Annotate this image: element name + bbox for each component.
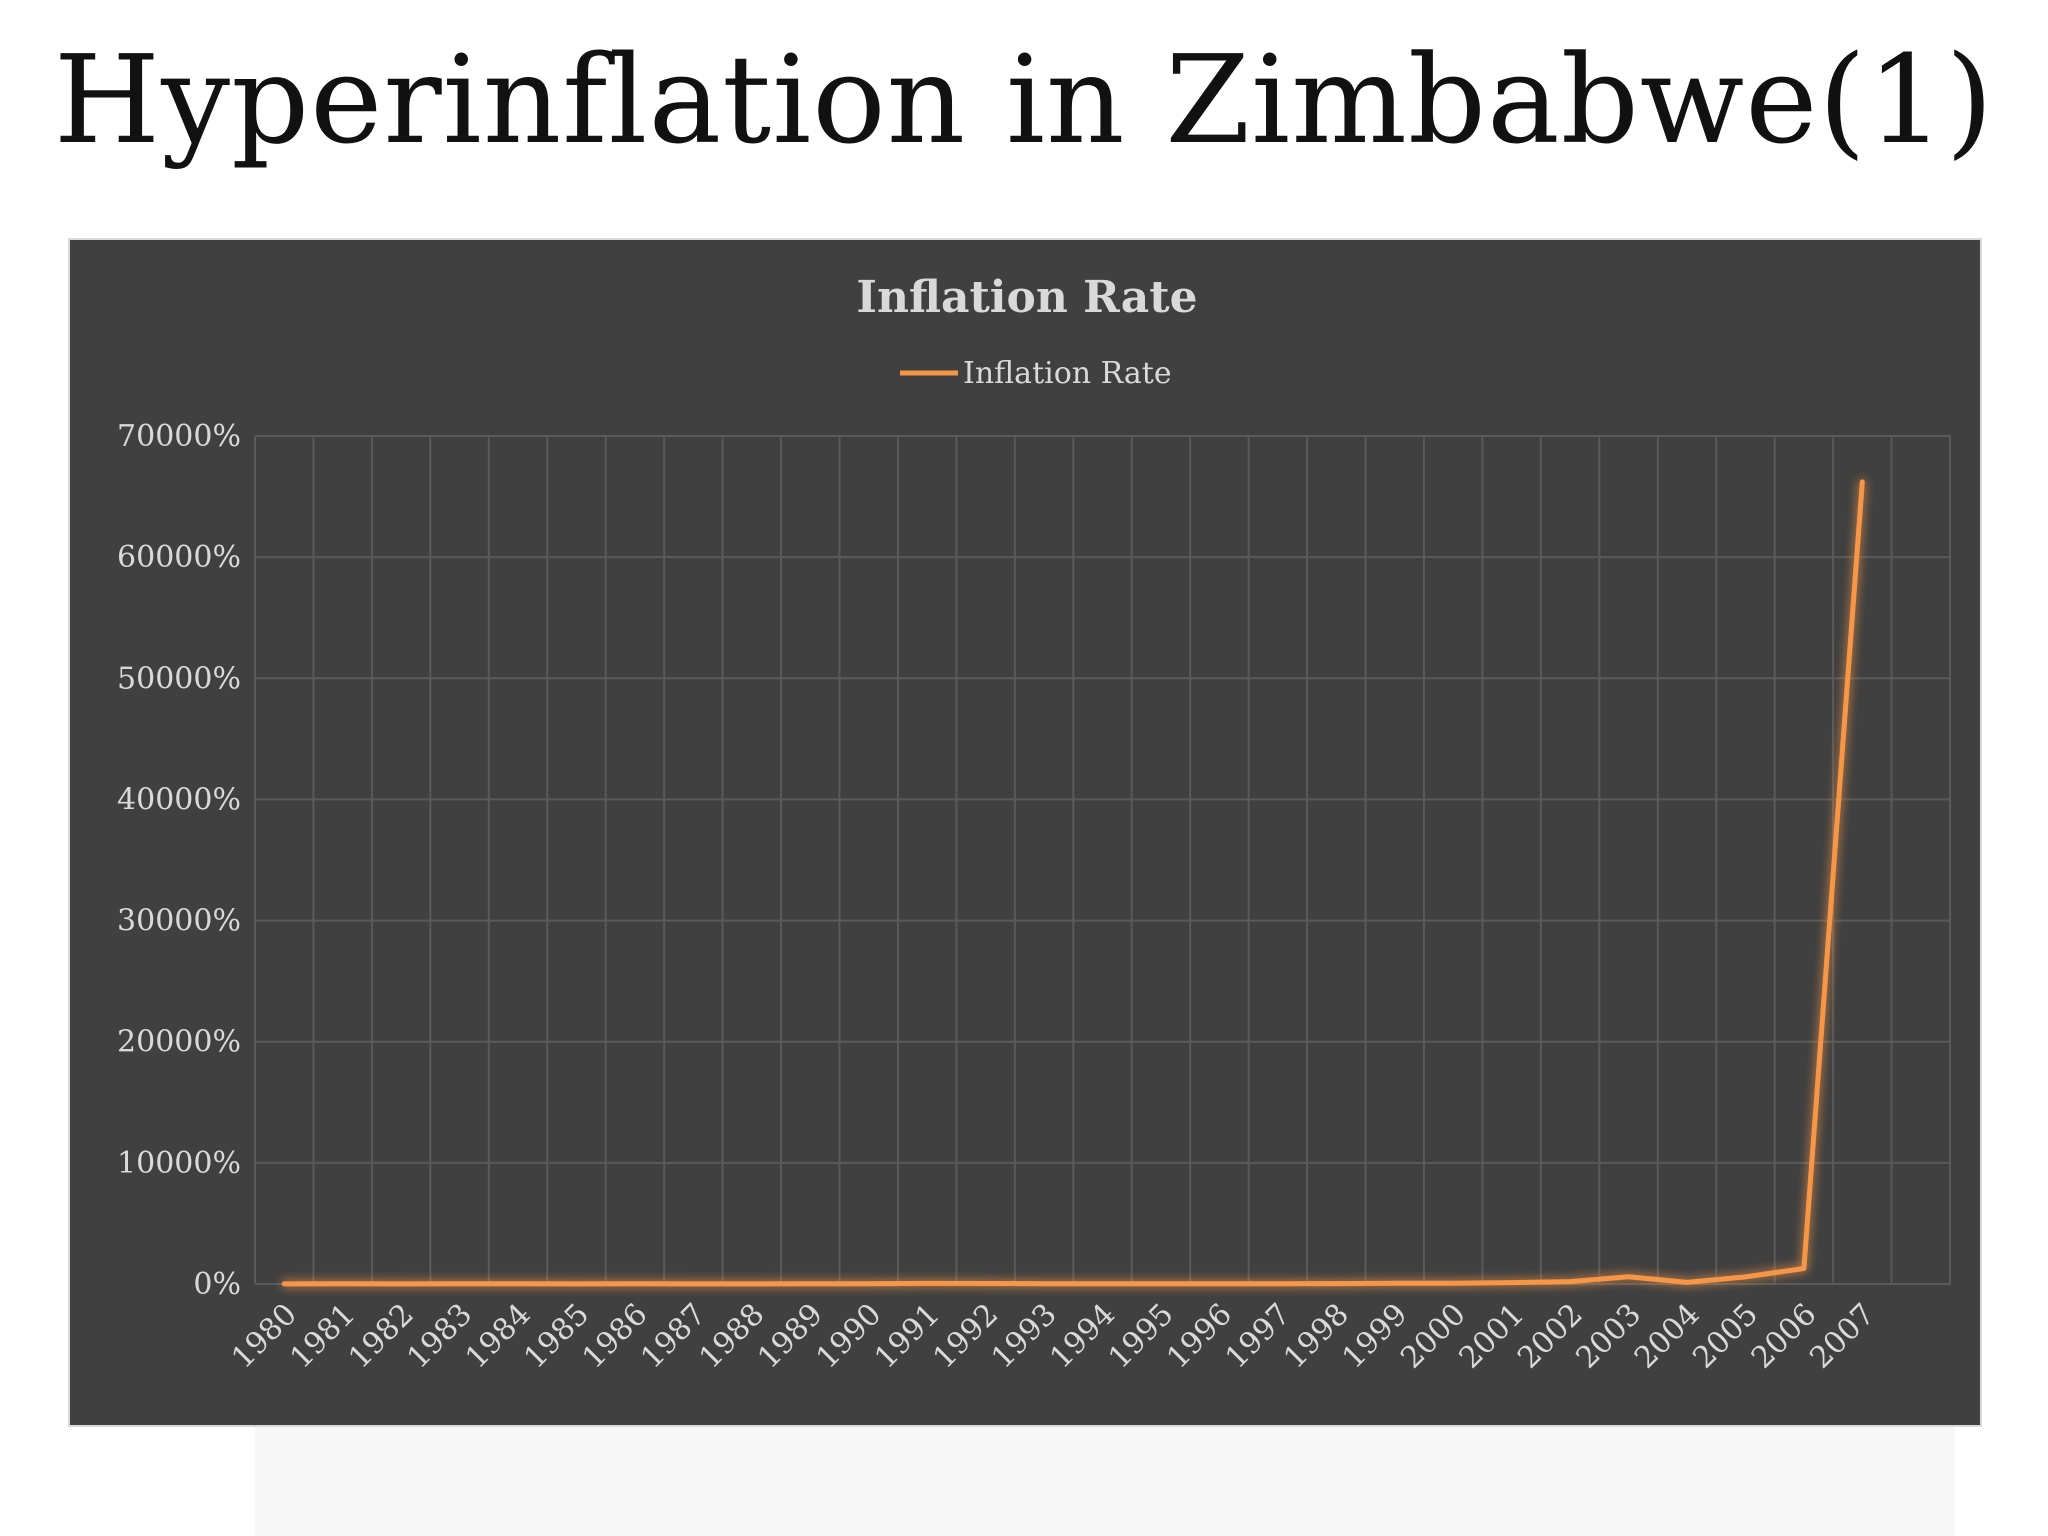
x-tick-label: 2001 (1453, 1297, 1532, 1376)
chart-panel: Inflation Rate Inflation Rate 0% 10000% 20… (68, 238, 1982, 1427)
inflation-line-chart: Inflation Rate Inflation Rate 0% 10000% 20… (117, 272, 1951, 1376)
x-tick-label: 1997 (1219, 1297, 1298, 1376)
x-tick-label: 1980 (225, 1297, 304, 1376)
y-tick-label: 40000% (117, 782, 241, 817)
x-tick-label: 1981 (284, 1297, 363, 1376)
x-tick-label: 1998 (1277, 1297, 1356, 1376)
y-tick-label: 50000% (117, 661, 241, 696)
slide-footer-band (255, 1427, 1955, 1536)
y-tick-label: 10000% (117, 1146, 241, 1181)
x-tick-label: 1999 (1336, 1297, 1415, 1376)
slide-title: Hyperinflation in Zimbabwe(1) (53, 29, 1995, 171)
y-axis-tick-labels: 0% 10000% 20000% 30000% 40000% 50000% 60000% 70… (117, 419, 241, 1302)
x-tick-label: 1983 (400, 1297, 479, 1376)
y-tick-label: 0% (193, 1267, 241, 1302)
chart-legend: Inflation Rate (900, 356, 1172, 391)
x-tick-label: 2002 (1511, 1297, 1590, 1376)
series-line (281, 479, 1865, 1287)
x-tick-label: 2000 (1394, 1297, 1473, 1376)
x-tick-label: 2007 (1803, 1297, 1882, 1376)
series-layer (281, 479, 1865, 1287)
x-tick-label: 1995 (1102, 1297, 1181, 1376)
x-tick-label: 1990 (810, 1297, 889, 1376)
x-tick-label: 1982 (342, 1297, 421, 1376)
x-tick-label: 1993 (985, 1297, 1064, 1376)
x-tick-label: 2005 (1686, 1297, 1765, 1376)
x-tick-label: 2006 (1745, 1297, 1824, 1376)
x-tick-label: 1989 (751, 1297, 830, 1376)
x-tick-label: 1994 (1043, 1297, 1122, 1376)
y-tick-label: 20000% (117, 1025, 241, 1060)
y-tick-label: 30000% (117, 904, 241, 939)
grid (254, 435, 1951, 1285)
x-tick-label: 1992 (927, 1297, 1006, 1376)
x-tick-label: 1984 (459, 1297, 538, 1376)
x-tick-label: 1988 (693, 1297, 772, 1376)
chart-title: Inflation Rate (856, 272, 1197, 323)
x-tick-label: 2004 (1628, 1297, 1707, 1376)
x-tick-label: 1985 (517, 1297, 596, 1376)
x-tick-label: 1996 (1160, 1297, 1239, 1376)
y-tick-label: 70000% (117, 419, 241, 454)
x-tick-label: 1991 (868, 1297, 947, 1376)
y-tick-label: 60000% (117, 540, 241, 575)
x-tick-label: 1987 (634, 1297, 713, 1376)
x-tick-label: 1986 (576, 1297, 655, 1376)
x-tick-label: 2003 (1569, 1297, 1648, 1376)
x-axis-tick-labels: 1980198119821983198419851986198719881989… (225, 1297, 1882, 1376)
legend-label: Inflation Rate (963, 356, 1172, 391)
